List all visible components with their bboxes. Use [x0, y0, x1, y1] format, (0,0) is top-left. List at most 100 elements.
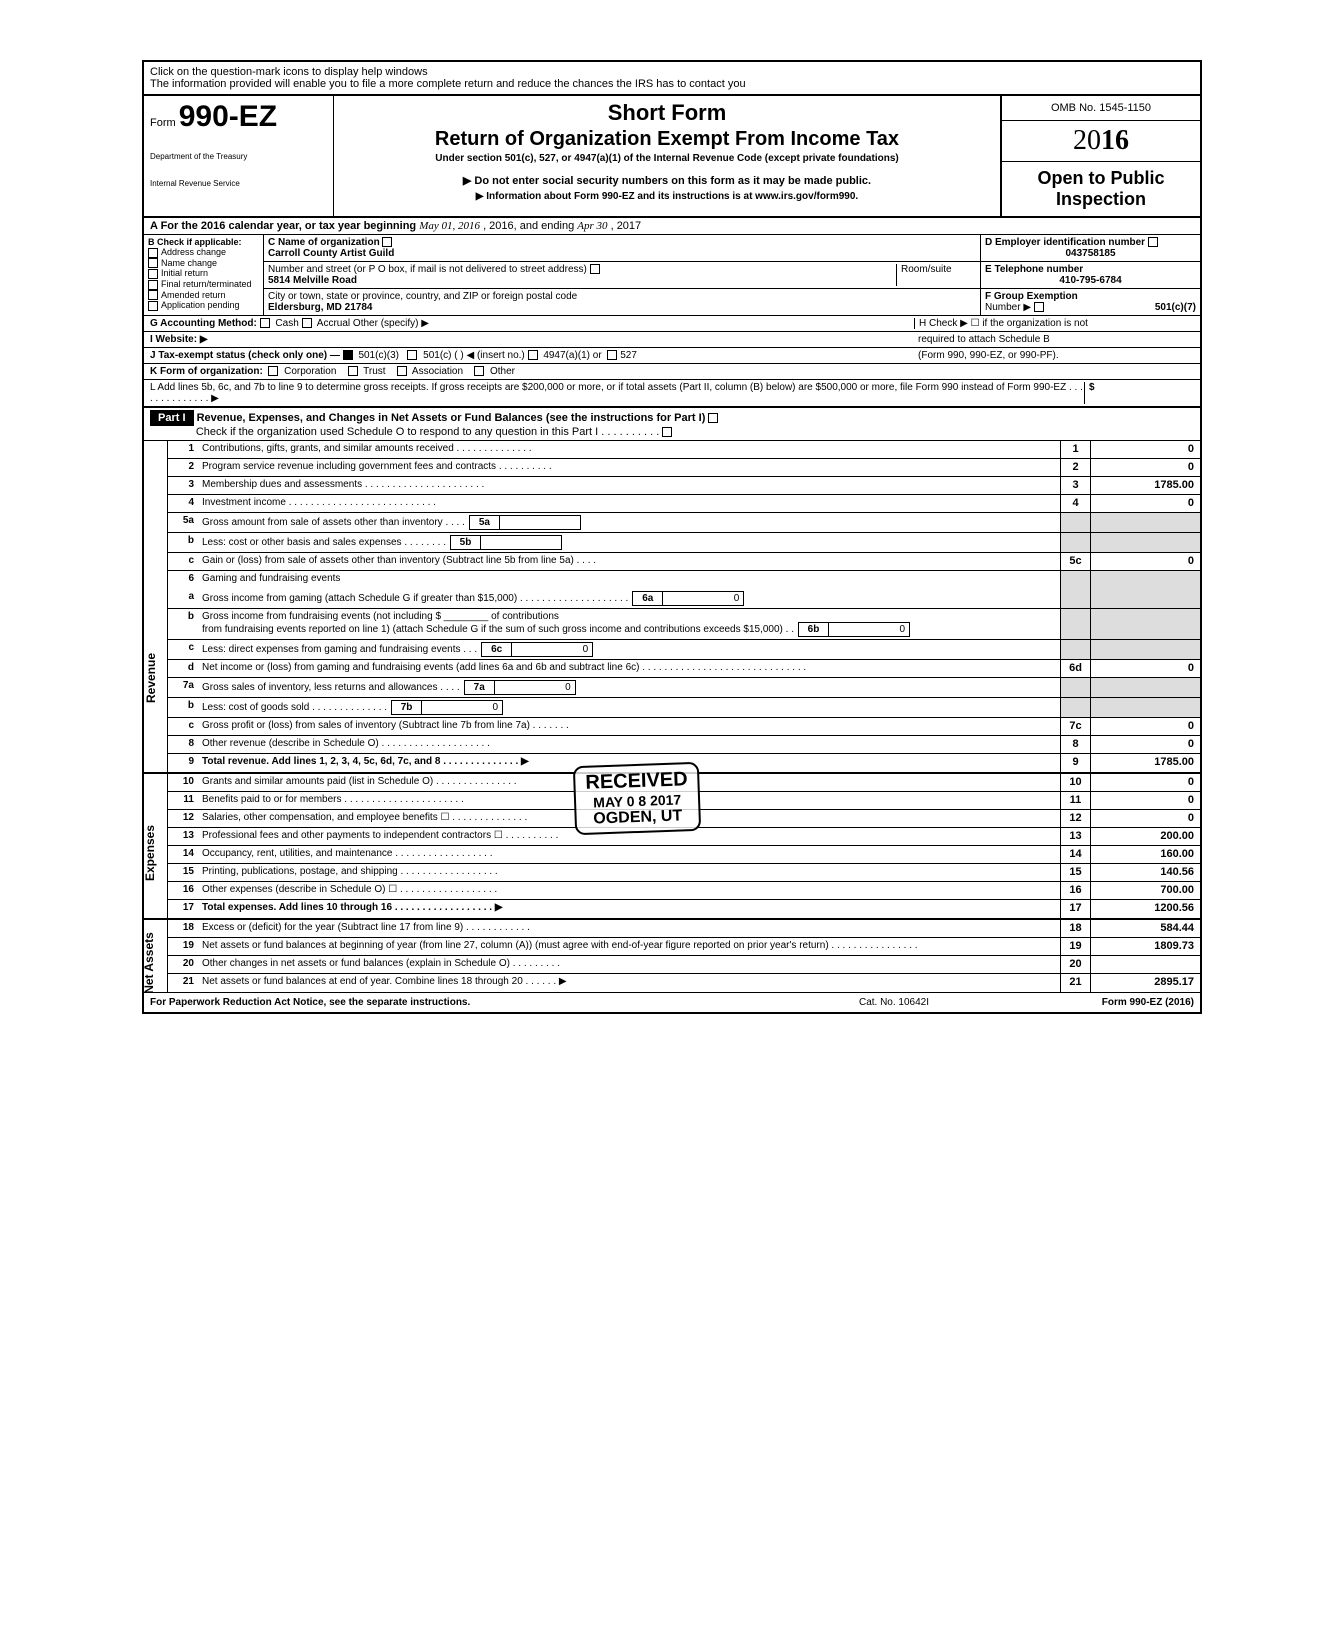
chk-address-change[interactable] — [148, 248, 158, 258]
l7a-shade2 — [1090, 678, 1200, 697]
g-other: Other (specify) ▶ — [353, 318, 429, 329]
l7b-shade — [1060, 698, 1090, 717]
l7a-num: 7a — [168, 678, 198, 697]
l5a-shade2 — [1090, 513, 1200, 532]
l-amt: $ — [1089, 382, 1095, 393]
chk-4947[interactable] — [528, 350, 538, 360]
j-label: J Tax-exempt status (check only one) — — [150, 350, 340, 361]
l8-box: 8 — [1060, 736, 1090, 753]
tax-year: 2016 — [1002, 121, 1200, 162]
n18-text: Excess or (deficit) for the year (Subtra… — [198, 920, 1060, 937]
chk-amended[interactable] — [148, 290, 158, 300]
footer-mid: Cat. No. 10642I — [794, 997, 994, 1008]
netasset-lines: 18Excess or (deficit) for the year (Subt… — [168, 920, 1200, 992]
b-item-3: Final return/terminated — [161, 279, 252, 289]
do-not-enter: ▶ Do not enter social security numbers o… — [340, 174, 994, 187]
part1-header: Part I Revenue, Expenses, and Changes in… — [144, 408, 1200, 441]
chk-cash[interactable] — [260, 318, 270, 328]
l7b-txt: Less: cost of goods sold . . . . . . . .… — [202, 702, 387, 713]
c-help-icon[interactable] — [382, 237, 392, 247]
n21-num: 21 — [168, 974, 198, 992]
l-text: L Add lines 5b, 6c, and 7b to line 9 to … — [150, 382, 1084, 404]
b-item-2: Initial return — [161, 268, 208, 278]
omb-number: OMB No. 1545-1150 — [1002, 96, 1200, 121]
revenue-lines: 1Contributions, gifts, grants, and simil… — [168, 441, 1200, 772]
chk-assoc[interactable] — [397, 366, 407, 376]
e13-val: 200.00 — [1090, 828, 1200, 845]
chk-corp[interactable] — [268, 366, 278, 376]
l2-box: 2 — [1060, 459, 1090, 476]
e15-num: 15 — [168, 864, 198, 881]
e15-box: 15 — [1060, 864, 1090, 881]
f-chk[interactable] — [1034, 302, 1044, 312]
row-l: L Add lines 5b, 6c, and 7b to line 9 to … — [144, 380, 1200, 408]
d-help-icon[interactable] — [1148, 237, 1158, 247]
l6d-num: d — [168, 660, 198, 677]
l5b-shade — [1060, 533, 1090, 552]
n20-box: 20 — [1060, 956, 1090, 973]
b-item-1: Name change — [161, 258, 217, 268]
received-stamp: RECEIVED MAY 0 8 2017 OGDEN, UT — [573, 762, 702, 835]
help-line1: Click on the question-mark icons to disp… — [150, 66, 1194, 78]
e14-val: 160.00 — [1090, 846, 1200, 863]
e10-box: 10 — [1060, 774, 1090, 791]
chk-accrual[interactable] — [302, 318, 312, 328]
chk-501c3[interactable] — [343, 350, 353, 360]
row-a-label: A For the 2016 calendar year, or tax yea… — [150, 220, 416, 232]
b-label: B Check if applicable: — [148, 237, 242, 247]
n19-num: 19 — [168, 938, 198, 955]
j-501c3: 501(c)(3) — [358, 350, 399, 361]
room-suite: Room/suite — [896, 264, 976, 286]
l8-text: Other revenue (describe in Schedule O) .… — [198, 736, 1060, 753]
row-a-year: , 2017 — [611, 220, 642, 232]
h-label: H Check ▶ ☐ if the organization is not — [919, 318, 1088, 329]
l6c-shade — [1060, 640, 1090, 659]
chk-initial-return[interactable] — [148, 269, 158, 279]
k-trust: Trust — [363, 366, 385, 377]
l6c-ival: 0 — [512, 643, 592, 656]
chk-other[interactable] — [474, 366, 484, 376]
begin-date: May 01, 2016 — [419, 220, 480, 232]
j-501c: 501(c) ( — [423, 350, 457, 361]
l7c-num: c — [168, 718, 198, 735]
l6b-num: b — [168, 609, 198, 639]
form-page: Click on the question-mark icons to disp… — [142, 60, 1202, 1014]
row-i: I Website: ▶ required to attach Schedule… — [144, 332, 1200, 348]
l5b-txt: Less: cost or other basis and sales expe… — [202, 537, 446, 548]
l6-shade — [1060, 571, 1090, 589]
n20-text: Other changes in net assets or fund bala… — [198, 956, 1060, 973]
l3-box: 3 — [1060, 477, 1090, 494]
part1-help-icon[interactable] — [708, 413, 718, 423]
l5b-shade2 — [1090, 533, 1200, 552]
f-label: F Group Exemption — [985, 291, 1078, 302]
help-text: Click on the question-mark icons to disp… — [144, 62, 1200, 96]
l7a-ival: 0 — [495, 681, 575, 694]
e12-box: 12 — [1060, 810, 1090, 827]
footer-right: Form 990-EZ (2016) — [994, 997, 1194, 1008]
e15-text: Printing, publications, postage, and shi… — [198, 864, 1060, 881]
chk-pending[interactable] — [148, 301, 158, 311]
addr-help-icon[interactable] — [590, 264, 600, 274]
l5a-ival — [500, 516, 580, 529]
chk-schedule-o[interactable] — [662, 427, 672, 437]
e15-val: 140.56 — [1090, 864, 1200, 881]
l5a-num: 5a — [168, 513, 198, 532]
addr-val: 5814 Melville Road — [268, 275, 357, 286]
l5a-shade — [1060, 513, 1090, 532]
n21-box: 21 — [1060, 974, 1090, 992]
chk-527[interactable] — [607, 350, 617, 360]
d-label: D Employer identification number — [985, 237, 1145, 248]
l6a-ibox: 6a — [633, 592, 663, 605]
chk-name-change[interactable] — [148, 258, 158, 268]
g-cash: Cash — [275, 318, 298, 329]
chk-trust[interactable] — [348, 366, 358, 376]
k-corp: Corporation — [284, 366, 336, 377]
chk-final-return[interactable] — [148, 280, 158, 290]
e11-box: 11 — [1060, 792, 1090, 809]
chk-501c[interactable] — [407, 350, 417, 360]
n20-num: 20 — [168, 956, 198, 973]
year-prefix: 20 — [1073, 125, 1101, 156]
netassets-side-label: Net Assets — [144, 920, 168, 992]
l6a-ival: 0 — [663, 592, 743, 605]
l6d-box: 6d — [1060, 660, 1090, 677]
